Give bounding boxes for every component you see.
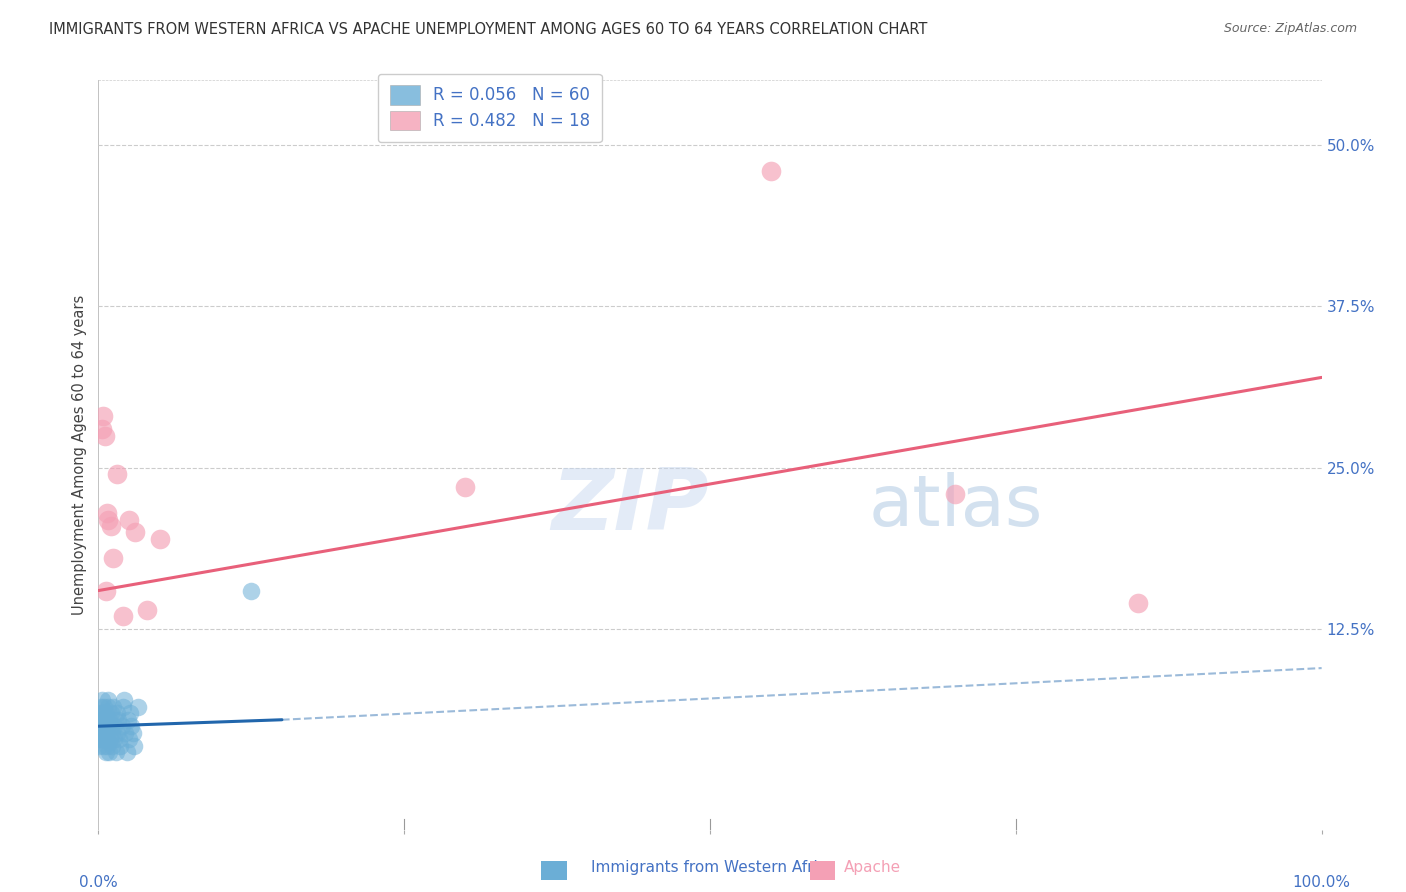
Point	[91, 719, 114, 733]
Point	[107, 713, 129, 727]
Point	[90, 732, 112, 747]
Point	[118, 732, 141, 747]
Point	[87, 739, 110, 753]
Point	[111, 719, 134, 733]
Point	[101, 551, 124, 566]
Point	[90, 713, 112, 727]
Point	[89, 719, 111, 733]
Point	[120, 706, 142, 721]
Point	[93, 719, 115, 733]
Text: 100.0%: 100.0%	[1292, 875, 1351, 890]
Point	[111, 609, 134, 624]
Point	[104, 745, 127, 759]
Point	[94, 725, 117, 739]
Point	[91, 409, 114, 424]
Point	[115, 745, 138, 759]
Point	[97, 719, 120, 733]
Point	[96, 739, 118, 753]
Y-axis label: Unemployment Among Ages 60 to 64 years: Unemployment Among Ages 60 to 64 years	[72, 294, 87, 615]
Text: Apache: Apache	[844, 860, 901, 874]
Point	[94, 583, 117, 598]
Point	[105, 467, 128, 482]
Point	[90, 699, 112, 714]
Point	[114, 725, 136, 739]
Point	[97, 693, 120, 707]
Text: Source: ZipAtlas.com: Source: ZipAtlas.com	[1223, 22, 1357, 36]
Point	[100, 719, 122, 733]
Point	[100, 519, 122, 533]
Point	[91, 732, 114, 747]
Point	[149, 532, 172, 546]
Point	[90, 719, 112, 733]
Point	[240, 583, 263, 598]
Text: atlas: atlas	[869, 472, 1043, 541]
Point	[105, 706, 128, 721]
Point	[122, 739, 145, 753]
Point	[91, 713, 114, 727]
Point	[120, 719, 142, 733]
Point	[98, 713, 121, 727]
Legend: R = 0.056   N = 60, R = 0.482   N = 18: R = 0.056 N = 60, R = 0.482 N = 18	[378, 74, 602, 142]
Point	[117, 713, 139, 727]
Point	[103, 719, 125, 733]
Point	[97, 699, 120, 714]
Point	[98, 732, 121, 747]
Point	[96, 732, 118, 747]
Text: Immigrants from Western Africa: Immigrants from Western Africa	[591, 860, 835, 874]
Point	[1128, 597, 1150, 611]
Point	[943, 486, 966, 500]
Point	[136, 603, 159, 617]
Point	[118, 512, 141, 526]
Point	[112, 693, 135, 707]
Point	[89, 732, 111, 747]
Text: IMMIGRANTS FROM WESTERN AFRICA VS APACHE UNEMPLOYMENT AMONG AGES 60 TO 64 YEARS : IMMIGRANTS FROM WESTERN AFRICA VS APACHE…	[49, 22, 928, 37]
Point	[93, 699, 115, 714]
Point	[101, 725, 124, 739]
Point	[110, 739, 132, 753]
Point	[124, 525, 146, 540]
Point	[94, 713, 117, 727]
Point	[94, 706, 117, 721]
Point	[101, 739, 124, 753]
Point	[94, 745, 117, 759]
Point	[127, 699, 149, 714]
Point	[93, 725, 115, 739]
Point	[91, 706, 114, 721]
Text: ZIP: ZIP	[551, 465, 709, 548]
Point	[94, 732, 117, 747]
Point	[96, 506, 118, 520]
Point	[97, 745, 120, 759]
Point	[91, 422, 114, 436]
Point	[91, 693, 114, 707]
Point	[103, 732, 125, 747]
Point	[93, 739, 115, 753]
Point	[111, 699, 134, 714]
Point	[108, 732, 131, 747]
Point	[105, 725, 128, 739]
Point	[97, 512, 120, 526]
Point	[104, 713, 127, 727]
Point	[101, 699, 124, 714]
Point	[89, 706, 111, 721]
Point	[100, 706, 122, 721]
Point	[93, 428, 115, 442]
Point	[121, 725, 143, 739]
Point	[89, 725, 111, 739]
Point	[761, 163, 783, 178]
Text: 0.0%: 0.0%	[79, 875, 118, 890]
Point	[454, 480, 477, 494]
Point	[90, 725, 112, 739]
Point	[96, 713, 118, 727]
